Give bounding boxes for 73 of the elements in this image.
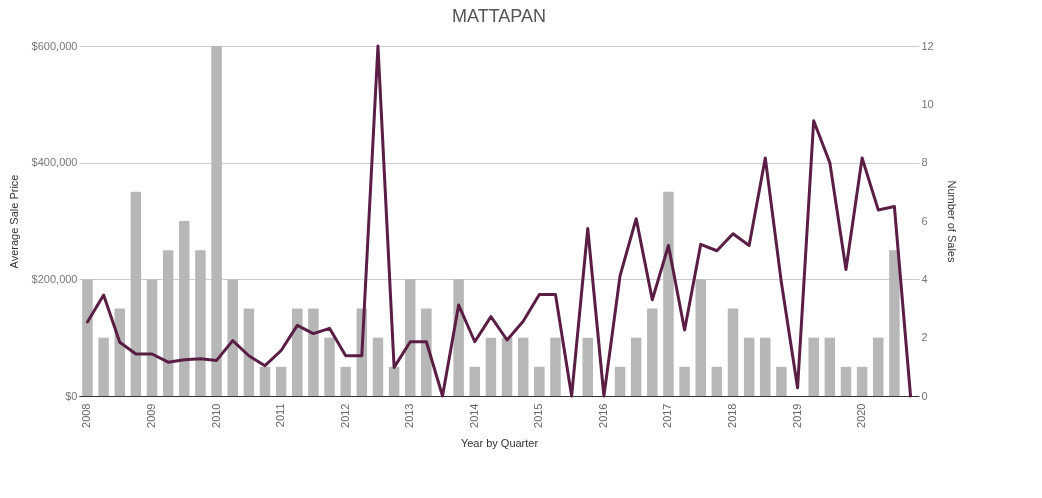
bar	[840, 366, 852, 396]
bar	[711, 366, 723, 396]
bar	[517, 337, 529, 396]
bar	[211, 46, 222, 396]
x-tick-label: 2011	[274, 403, 287, 428]
x-axis-title: Year by Quarter	[460, 436, 539, 449]
bar	[340, 366, 351, 396]
bar	[614, 366, 626, 396]
x-tick-label: 2013	[403, 403, 416, 428]
y2-tick-label: 0	[921, 389, 928, 402]
bar	[824, 337, 836, 396]
bar	[679, 366, 690, 396]
bar	[275, 366, 287, 396]
y2-tick-label: 6	[921, 214, 928, 227]
bar	[195, 250, 206, 396]
y2-tick-label: 4	[921, 272, 928, 285]
bar	[372, 337, 384, 396]
bar	[388, 366, 400, 396]
bar	[760, 337, 771, 396]
y2-tick-label: 8	[921, 156, 928, 169]
y-tick-label: $200,000	[31, 272, 78, 285]
y2-tick-label: 12	[921, 39, 934, 52]
bar	[324, 337, 335, 396]
x-tick-label: 2008	[80, 403, 93, 428]
y-tick-label: $600,000	[31, 39, 78, 52]
bar	[485, 337, 497, 396]
bar	[534, 366, 545, 396]
x-tick-label: 2018	[726, 403, 739, 428]
x-tick-label: 2010	[209, 403, 222, 428]
x-tick-label: 2020	[855, 403, 868, 428]
bar	[243, 308, 255, 396]
bar	[727, 308, 739, 396]
bar	[404, 279, 416, 396]
x-tick-label: 2014	[467, 403, 480, 428]
bar	[146, 279, 158, 396]
bar	[776, 366, 787, 396]
bar	[469, 366, 481, 396]
x-tick-label: 2009	[145, 403, 158, 428]
bar	[856, 366, 868, 396]
bar	[808, 337, 819, 396]
y-axis-title: Average Sale Price	[7, 174, 20, 269]
bar	[227, 279, 238, 396]
bar	[695, 279, 706, 396]
bar	[162, 250, 174, 396]
chart-title: MATTAPAN	[452, 6, 546, 26]
bar	[308, 308, 319, 396]
y-tick-label: $400,000	[31, 156, 78, 169]
line-series	[85, 44, 913, 398]
bar	[292, 308, 303, 396]
x-tick-label: 2015	[532, 403, 545, 428]
bar	[663, 191, 674, 396]
bar	[743, 337, 755, 396]
x-tick-label: 2019	[790, 403, 803, 428]
bar	[501, 337, 513, 396]
bar	[873, 337, 884, 396]
bar	[630, 337, 642, 396]
y2-tick-label: 2	[921, 331, 928, 344]
bar	[82, 279, 93, 396]
bar	[550, 337, 561, 396]
bar	[889, 250, 900, 396]
bar	[98, 337, 109, 396]
bar	[179, 221, 190, 396]
bar	[421, 308, 432, 396]
x-tick-label: 2012	[338, 403, 351, 428]
x-tick-label: 2016	[596, 403, 609, 428]
y2-axis-title: Number of Sales	[945, 180, 958, 263]
x-tick-label: 2017	[661, 403, 674, 428]
bar	[582, 337, 594, 396]
bar	[130, 191, 142, 396]
y2-tick-label: 10	[921, 97, 934, 110]
bar	[647, 308, 658, 396]
y-tick-label: $0	[65, 389, 78, 402]
bar	[259, 366, 271, 396]
